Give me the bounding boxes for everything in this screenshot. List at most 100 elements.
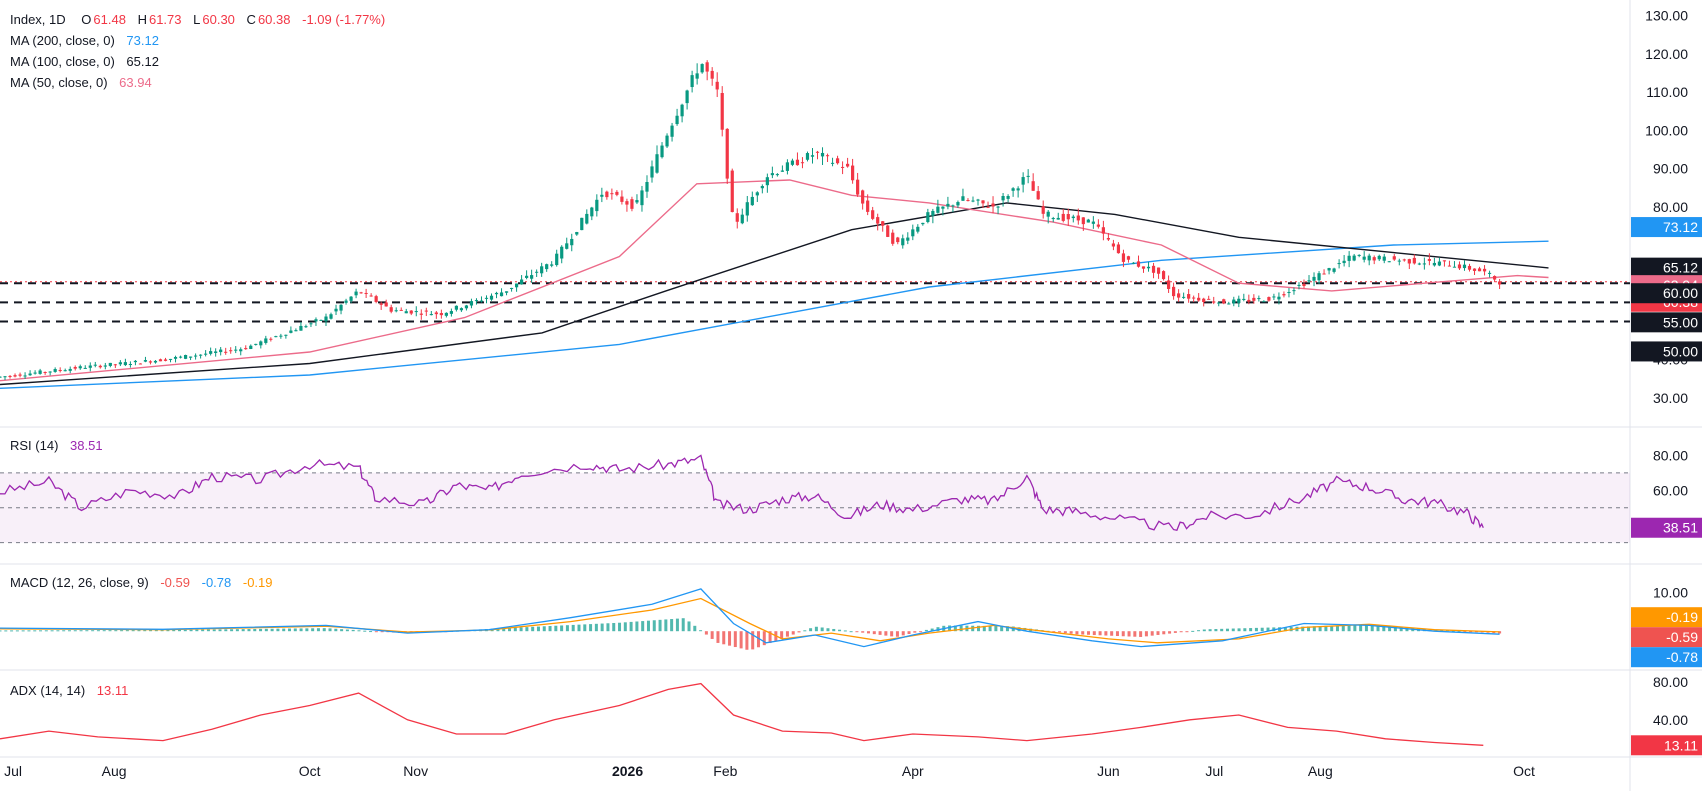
candle-body: [1287, 291, 1291, 293]
candle-body: [1016, 188, 1020, 191]
time-axis[interactable]: Jul Aug Oct Nov 2026 Feb Apr Jun Jul Aug Oct: [4, 763, 1535, 779]
candle-body: [1492, 276, 1497, 280]
change-value: -1.09 (-1.77%): [302, 12, 386, 27]
macd-histogram-bar: [311, 628, 315, 632]
candle-body: [876, 217, 880, 224]
candle-body: [23, 375, 27, 377]
candle-body: [1498, 281, 1502, 285]
macd-histogram-bar: [299, 628, 303, 632]
macd-histogram-bar: [1312, 626, 1316, 632]
macd-histogram-bar: [374, 631, 378, 633]
macd-histogram-bar: [1347, 624, 1351, 632]
candle-body: [1262, 301, 1266, 303]
price-axis[interactable]: 130.00 120.00 110.00 100.00 90.00 80.00 40.00 3…: [1631, 8, 1702, 756]
candle-body: [1422, 263, 1426, 265]
macd-histogram-bar: [826, 628, 830, 632]
candle-body: [108, 362, 112, 366]
macd-histogram-bar: [230, 629, 234, 632]
macd-histogram-bar: [206, 629, 210, 632]
candle-body: [1342, 260, 1346, 264]
candle-body: [1136, 261, 1141, 267]
candle-body: [158, 359, 163, 362]
candle-body: [1372, 257, 1376, 261]
candle-body: [449, 311, 453, 314]
candle-body: [565, 243, 569, 249]
macd-histogram-bar: [195, 629, 199, 632]
candle-body: [28, 373, 32, 376]
candle-body: [1086, 219, 1090, 223]
candle-body: [805, 153, 810, 160]
macd-tick-label: 10.00: [1653, 585, 1688, 601]
candle-body: [665, 135, 669, 147]
macd-histogram-bar: [363, 630, 367, 632]
candle-body: [78, 366, 82, 369]
candle-body: [775, 174, 779, 176]
macd-histogram-bar: [4, 630, 8, 632]
macd-line: [0, 588, 1500, 648]
candle-body: [911, 229, 915, 237]
candle-body: [148, 361, 153, 363]
candle-body: [48, 371, 52, 373]
macd-histogram-bar: [513, 627, 517, 632]
candle-body: [715, 81, 719, 90]
macd-histogram-bar: [728, 631, 732, 646]
macd-histogram-bar: [664, 619, 668, 632]
macd-histogram-bar: [177, 629, 181, 632]
macd-histogram-bar: [1168, 631, 1172, 634]
candle-body: [1212, 301, 1216, 303]
candle-body: [861, 190, 865, 204]
candle-body: [856, 179, 860, 195]
macd-histogram-bar: [149, 630, 153, 632]
candle-body: [680, 104, 684, 117]
candle-body: [901, 238, 905, 246]
candle-body: [183, 355, 188, 359]
macd-histogram-bar: [1260, 627, 1264, 632]
time-tick-label: Jul: [1205, 763, 1223, 779]
macd-histogram-bar: [699, 630, 703, 632]
candle-body: [83, 367, 87, 369]
price-tick-label: 120.00: [1645, 46, 1688, 62]
price-tick-label: 80.00: [1653, 199, 1688, 215]
time-tick-label: Oct: [299, 763, 321, 779]
candle-body: [1232, 299, 1236, 304]
macd-histogram-bar: [62, 630, 66, 632]
macd-histogram-bar: [1393, 626, 1397, 632]
macd-histogram-bar: [1301, 626, 1305, 632]
macd-tag: -0.78: [1666, 649, 1698, 665]
adx-pane: [0, 682, 1484, 746]
macd-histogram-bar: [872, 631, 876, 635]
macd-histogram-bar: [1324, 625, 1328, 632]
macd-histogram-bar: [1335, 625, 1339, 632]
macd-histogram-bar: [137, 630, 141, 632]
candle-body: [314, 319, 318, 322]
candle-body: [790, 160, 795, 165]
macd-histogram-bar: [50, 630, 54, 632]
candle-body: [1462, 264, 1467, 269]
candle-body: [103, 365, 107, 367]
macd-histogram-bar: [1220, 628, 1224, 632]
candle-body: [1081, 217, 1085, 225]
candle-body: [725, 128, 729, 179]
rsi-name: RSI (14): [10, 438, 59, 453]
candle-body: [1056, 217, 1060, 220]
candle-body: [414, 311, 418, 313]
candle-body: [98, 365, 102, 368]
macd-histogram-bar: [1127, 631, 1131, 637]
candle-body: [866, 200, 870, 212]
candle-body: [224, 351, 228, 353]
macd-histogram-bar: [791, 631, 795, 635]
candle-body: [404, 311, 408, 314]
macd-histogram-bar: [890, 631, 894, 637]
candle-body: [128, 364, 132, 366]
candle-body: [650, 166, 654, 178]
macd-histogram-bar: [635, 621, 639, 632]
candle-body: [204, 353, 208, 355]
candle-body: [219, 349, 223, 353]
candle-body: [43, 371, 47, 373]
macd-histogram-bar: [166, 629, 170, 632]
macd-histogram-bar: [328, 628, 332, 632]
macd-histogram-bar: [1266, 627, 1270, 632]
macd-histogram-bar: [44, 630, 48, 632]
